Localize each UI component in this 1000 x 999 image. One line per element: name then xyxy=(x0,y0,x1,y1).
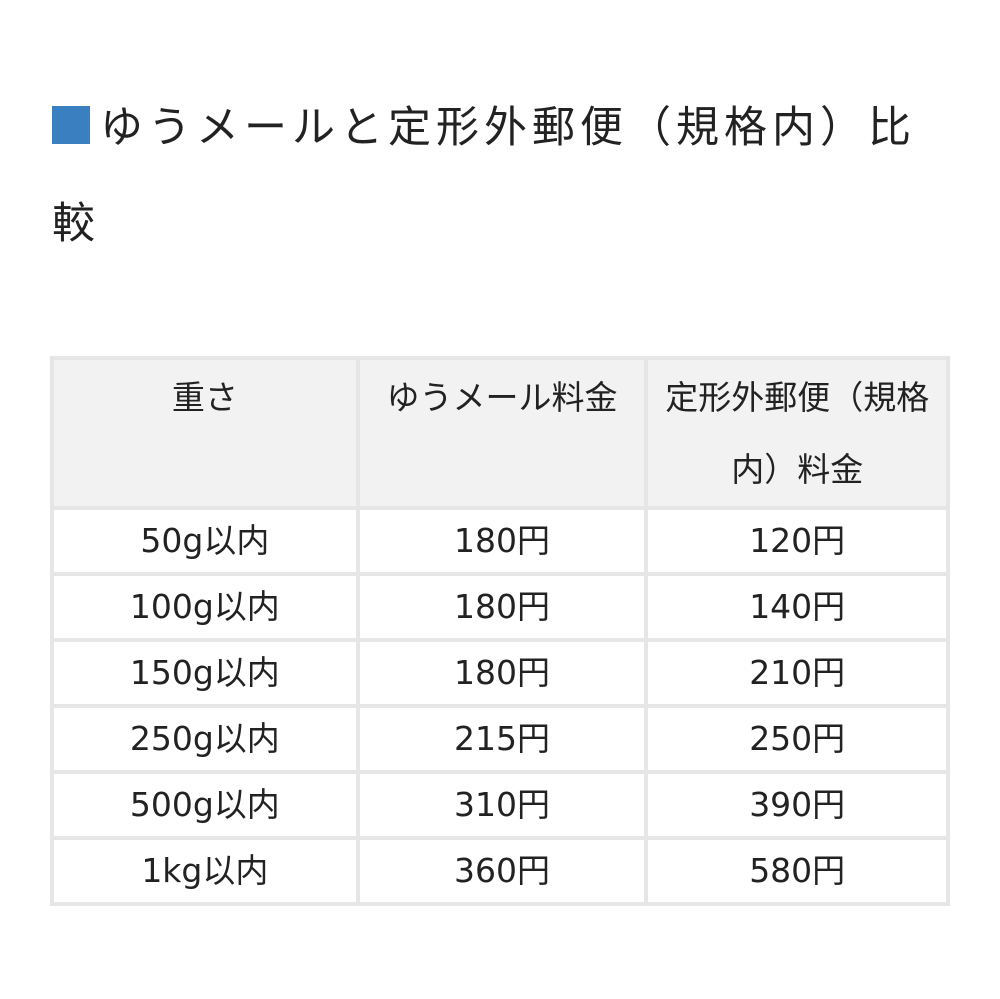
table-header-row: 重さ ゆうメール料金 定形外郵便（規格内）料金 xyxy=(50,356,950,510)
section-title: ゆうメールと定形外郵便（規格内）比較 xyxy=(52,80,962,272)
cell-weight: 250g以内 xyxy=(50,704,360,774)
cell-yumail-price: 180円 xyxy=(355,572,649,642)
square-marker-icon xyxy=(52,106,90,144)
cell-teikeigai-price: 140円 xyxy=(644,572,950,642)
cell-yumail-price: 310円 xyxy=(355,770,649,840)
cell-yumail-price: 360円 xyxy=(355,836,649,906)
cell-teikeigai-price: 250円 xyxy=(644,704,950,774)
cell-weight: 50g以内 xyxy=(50,506,360,576)
cell-weight: 150g以内 xyxy=(50,638,360,708)
cell-yumail-price: 180円 xyxy=(355,638,649,708)
table-row: 500g以内 310円 390円 xyxy=(50,770,950,840)
table-row: 150g以内 180円 210円 xyxy=(50,638,950,708)
cell-yumail-price: 215円 xyxy=(355,704,649,774)
header-teikeigai-price: 定形外郵便（規格内）料金 xyxy=(644,356,950,510)
section-title-text: ゆうメールと定形外郵便（規格内）比較 xyxy=(52,103,916,249)
cell-teikeigai-price: 210円 xyxy=(644,638,950,708)
cell-yumail-price: 180円 xyxy=(355,506,649,576)
header-yumail-price: ゆうメール料金 xyxy=(355,356,649,510)
header-weight: 重さ xyxy=(50,356,360,510)
table-row: 250g以内 215円 250円 xyxy=(50,704,950,774)
cell-weight: 500g以内 xyxy=(50,770,360,840)
price-comparison-table: 重さ ゆうメール料金 定形外郵便（規格内）料金 50g以内 180円 120円 100… xyxy=(50,356,950,906)
table-row: 1kg以内 360円 580円 xyxy=(50,836,950,906)
cell-teikeigai-price: 390円 xyxy=(644,770,950,840)
table-row: 50g以内 180円 120円 xyxy=(50,506,950,576)
cell-weight: 1kg以内 xyxy=(50,836,360,906)
table-row: 100g以内 180円 140円 xyxy=(50,572,950,642)
cell-teikeigai-price: 580円 xyxy=(644,836,950,906)
cell-weight: 100g以内 xyxy=(50,572,360,642)
cell-teikeigai-price: 120円 xyxy=(644,506,950,576)
